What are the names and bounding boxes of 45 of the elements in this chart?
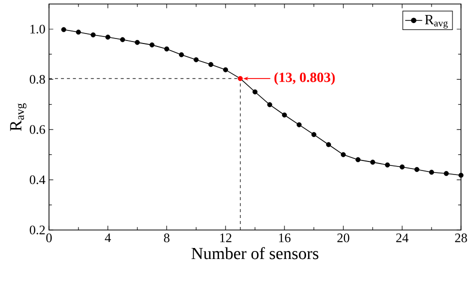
point xyxy=(370,160,376,165)
point xyxy=(340,152,346,158)
point xyxy=(90,32,96,38)
point xyxy=(150,42,154,48)
point xyxy=(76,30,81,35)
point xyxy=(282,112,287,118)
point xyxy=(267,102,272,108)
x-tick-label: 20 xyxy=(337,234,350,242)
point xyxy=(61,27,66,32)
point xyxy=(400,164,405,170)
y-axis-title: R$_{avg}$ xyxy=(10,103,26,131)
legend-label: R$_{avg}$ xyxy=(424,15,448,28)
x-tick-label: 0 xyxy=(46,234,52,242)
x-tick-label: 12 xyxy=(220,234,232,242)
point xyxy=(252,89,258,94)
y-tick-label: 1.0 xyxy=(30,24,45,34)
x-tick-label: 24 xyxy=(396,234,408,242)
x-tick-label: 28 xyxy=(455,234,467,242)
x-tick-label: 4 xyxy=(104,234,111,242)
x-axis-title: Number of sensors xyxy=(192,247,318,260)
y-tick-label: 0.4 xyxy=(30,175,46,184)
point xyxy=(311,132,316,138)
point xyxy=(444,171,449,176)
x-tick-label: 16 xyxy=(279,234,291,242)
point xyxy=(194,57,199,62)
point xyxy=(208,62,214,68)
point xyxy=(326,142,332,148)
point xyxy=(105,34,110,40)
point xyxy=(356,157,360,162)
point xyxy=(134,40,140,45)
y-tick-label: 0.6 xyxy=(30,125,46,134)
point xyxy=(223,67,228,72)
point xyxy=(384,162,390,168)
point xyxy=(238,76,243,82)
point xyxy=(164,46,170,52)
point xyxy=(120,37,126,42)
annotation: (13, 0.803) xyxy=(274,72,335,85)
y-tick-label: 0.2 xyxy=(30,226,45,234)
point xyxy=(414,166,420,172)
point xyxy=(429,170,434,175)
point xyxy=(296,122,302,128)
x-tick-label: 8 xyxy=(164,234,170,242)
point xyxy=(458,172,464,178)
point xyxy=(178,52,184,58)
y-tick-label: 0.8 xyxy=(30,74,45,84)
